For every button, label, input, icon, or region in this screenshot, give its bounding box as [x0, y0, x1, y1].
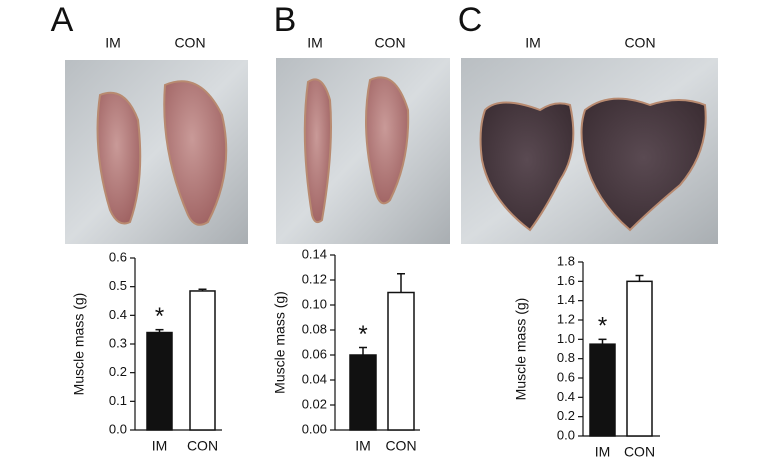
muscle-photo: [365, 76, 410, 205]
y-tick-label: 0.0: [109, 421, 127, 436]
significance-marker: *: [155, 303, 164, 330]
x-tick-label: CON: [624, 444, 655, 460]
y-axis-label: Muscle mass (g): [513, 298, 529, 401]
y-tick-label: 0.2: [557, 408, 575, 423]
y-tick-label: 0.06: [302, 346, 327, 361]
muscle-photo: [96, 91, 142, 225]
bar: [349, 354, 377, 431]
photo-label: CON: [624, 35, 655, 51]
y-tick-label: 1.6: [557, 273, 575, 288]
y-tick-label: 0.3: [109, 335, 127, 350]
y-tick-label: 0.08: [302, 321, 327, 336]
muscle-photo: [303, 78, 332, 224]
y-tick-label: 0.14: [302, 246, 327, 261]
panel-label: B: [274, 1, 297, 39]
y-tick-label: 0.02: [302, 396, 327, 411]
y-tick-label: 1.2: [557, 311, 575, 326]
y-tick-label: 0.4: [109, 307, 127, 322]
y-tick-label: 0.5: [109, 278, 127, 293]
y-tick-label: 0.4: [557, 389, 575, 404]
y-tick-label: 0.12: [302, 271, 327, 286]
y-tick-label: 1.8: [557, 253, 575, 268]
bar: [387, 291, 415, 431]
y-tick-label: 0.8: [557, 350, 575, 365]
photo-label: CON: [374, 35, 405, 51]
y-tick-label: 0.2: [109, 364, 127, 379]
bar: [146, 331, 173, 431]
muscle-photo: [163, 80, 228, 226]
x-tick-label: CON: [187, 438, 218, 454]
bar: [626, 280, 653, 437]
y-axis-label: Muscle mass (g): [272, 291, 288, 394]
x-tick-label: CON: [385, 438, 416, 454]
panel-label: C: [458, 1, 483, 39]
bar: [189, 290, 216, 431]
bar: [589, 343, 616, 437]
x-tick-label: IM: [355, 438, 371, 454]
significance-marker: *: [598, 313, 607, 340]
photo-label: IM: [525, 35, 541, 51]
muscle-photo: [479, 101, 575, 232]
y-tick-label: 0.6: [557, 369, 575, 384]
significance-marker: *: [358, 321, 367, 348]
y-tick-label: 1.0: [557, 331, 575, 346]
y-tick-label: 0.04: [302, 371, 327, 386]
photo-background: [276, 58, 450, 244]
photo-label: IM: [105, 35, 121, 51]
x-tick-label: IM: [595, 444, 611, 460]
y-tick-label: 0.6: [109, 249, 127, 264]
x-tick-label: IM: [152, 438, 168, 454]
y-tick-label: 1.4: [557, 292, 575, 307]
y-tick-label: 0.00: [302, 421, 327, 436]
y-tick-label: 0.10: [302, 296, 327, 311]
panel-label: A: [51, 1, 74, 39]
y-axis-label: Muscle mass (g): [71, 293, 87, 396]
y-tick-label: 0.1: [109, 393, 127, 408]
muscle-photo: [580, 97, 707, 232]
y-tick-label: 0.0: [557, 427, 575, 442]
photo-label: IM: [307, 35, 323, 51]
photo-label: CON: [174, 35, 205, 51]
